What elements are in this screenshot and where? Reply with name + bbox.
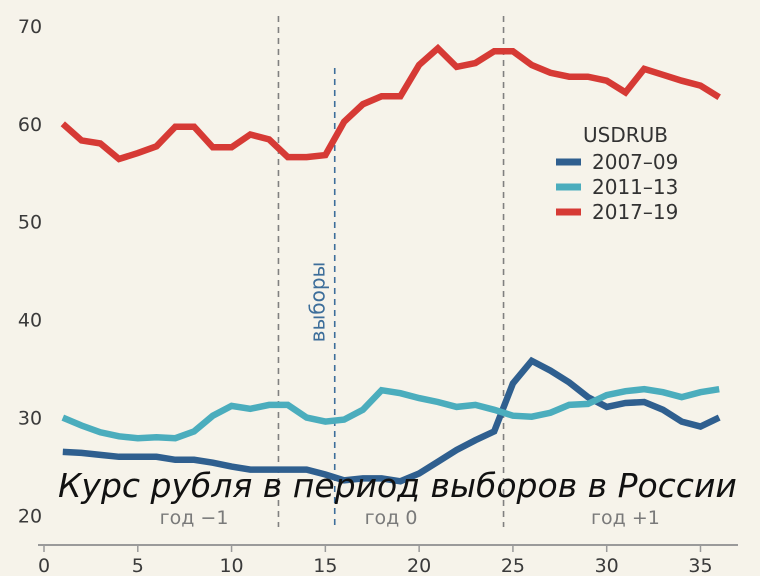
y-tick-label: 20 — [18, 506, 42, 528]
legend-title: USDRUB — [583, 123, 668, 147]
election-label: выборы — [306, 262, 330, 343]
series-line-2 — [60, 43, 721, 163]
legend-label-0: 2007–09 — [592, 150, 678, 174]
x-tick-label: 5 — [132, 555, 144, 576]
y-tick-label: 60 — [18, 114, 42, 136]
period-label: год +1 — [591, 507, 660, 529]
x-tick-label: 10 — [219, 555, 243, 576]
y-tick-label: 30 — [18, 408, 42, 430]
chart-title: Курс рубля в период выборов в России — [58, 466, 737, 505]
x-tick-label: 15 — [313, 555, 337, 576]
series-lines — [60, 43, 721, 485]
axes: 0 5 10 15 20 25 30 35 20 30 40 50 60 70 — [18, 16, 738, 576]
series-line-0 — [62, 356, 721, 485]
reference-lines: выборы год −1 год 0 год +1 — [160, 16, 660, 529]
x-tick-label: 20 — [407, 555, 431, 576]
x-tick-label: 25 — [501, 555, 525, 576]
legend-label-1: 2011–13 — [592, 175, 678, 199]
x-tick-label: 35 — [688, 555, 712, 576]
x-tick-label: 30 — [595, 555, 619, 576]
y-tick-label: 50 — [18, 212, 42, 234]
y-tick-label: 40 — [18, 310, 42, 332]
x-tick-label: 0 — [38, 555, 50, 576]
y-tick-label: 70 — [18, 16, 42, 38]
legend-label-2: 2017–19 — [592, 200, 678, 224]
period-label: год 0 — [365, 507, 418, 529]
series-line-1 — [61, 385, 720, 442]
period-label: год −1 — [160, 507, 229, 529]
